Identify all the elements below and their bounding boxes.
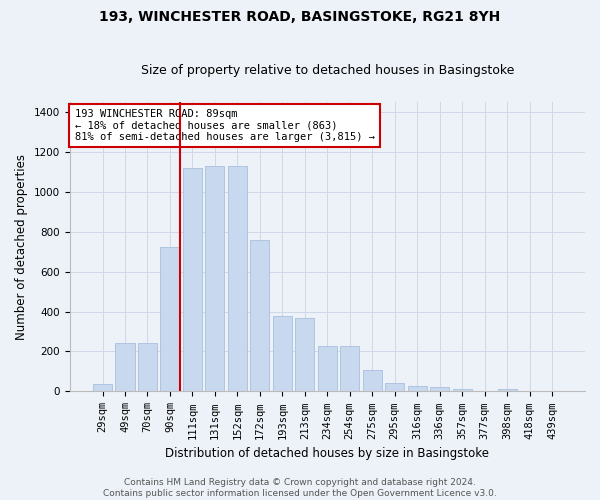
Bar bbox=[228, 166, 247, 392]
Title: Size of property relative to detached houses in Basingstoke: Size of property relative to detached ho… bbox=[140, 64, 514, 77]
Bar bbox=[497, 390, 517, 392]
Bar bbox=[318, 346, 337, 392]
Bar bbox=[340, 346, 359, 392]
Bar bbox=[115, 344, 134, 392]
Text: 193 WINCHESTER ROAD: 89sqm
← 18% of detached houses are smaller (863)
81% of sem: 193 WINCHESTER ROAD: 89sqm ← 18% of deta… bbox=[74, 109, 374, 142]
Bar bbox=[250, 240, 269, 392]
Bar bbox=[385, 384, 404, 392]
Bar bbox=[452, 389, 472, 392]
Bar bbox=[407, 386, 427, 392]
X-axis label: Distribution of detached houses by size in Basingstoke: Distribution of detached houses by size … bbox=[165, 447, 489, 460]
Bar bbox=[93, 384, 112, 392]
Bar bbox=[273, 316, 292, 392]
Bar bbox=[183, 168, 202, 392]
Bar bbox=[138, 344, 157, 392]
Y-axis label: Number of detached properties: Number of detached properties bbox=[15, 154, 28, 340]
Text: Contains HM Land Registry data © Crown copyright and database right 2024.
Contai: Contains HM Land Registry data © Crown c… bbox=[103, 478, 497, 498]
Bar bbox=[205, 166, 224, 392]
Bar bbox=[430, 388, 449, 392]
Bar bbox=[295, 318, 314, 392]
Bar bbox=[362, 370, 382, 392]
Bar bbox=[160, 246, 179, 392]
Text: 193, WINCHESTER ROAD, BASINGSTOKE, RG21 8YH: 193, WINCHESTER ROAD, BASINGSTOKE, RG21 … bbox=[100, 10, 500, 24]
